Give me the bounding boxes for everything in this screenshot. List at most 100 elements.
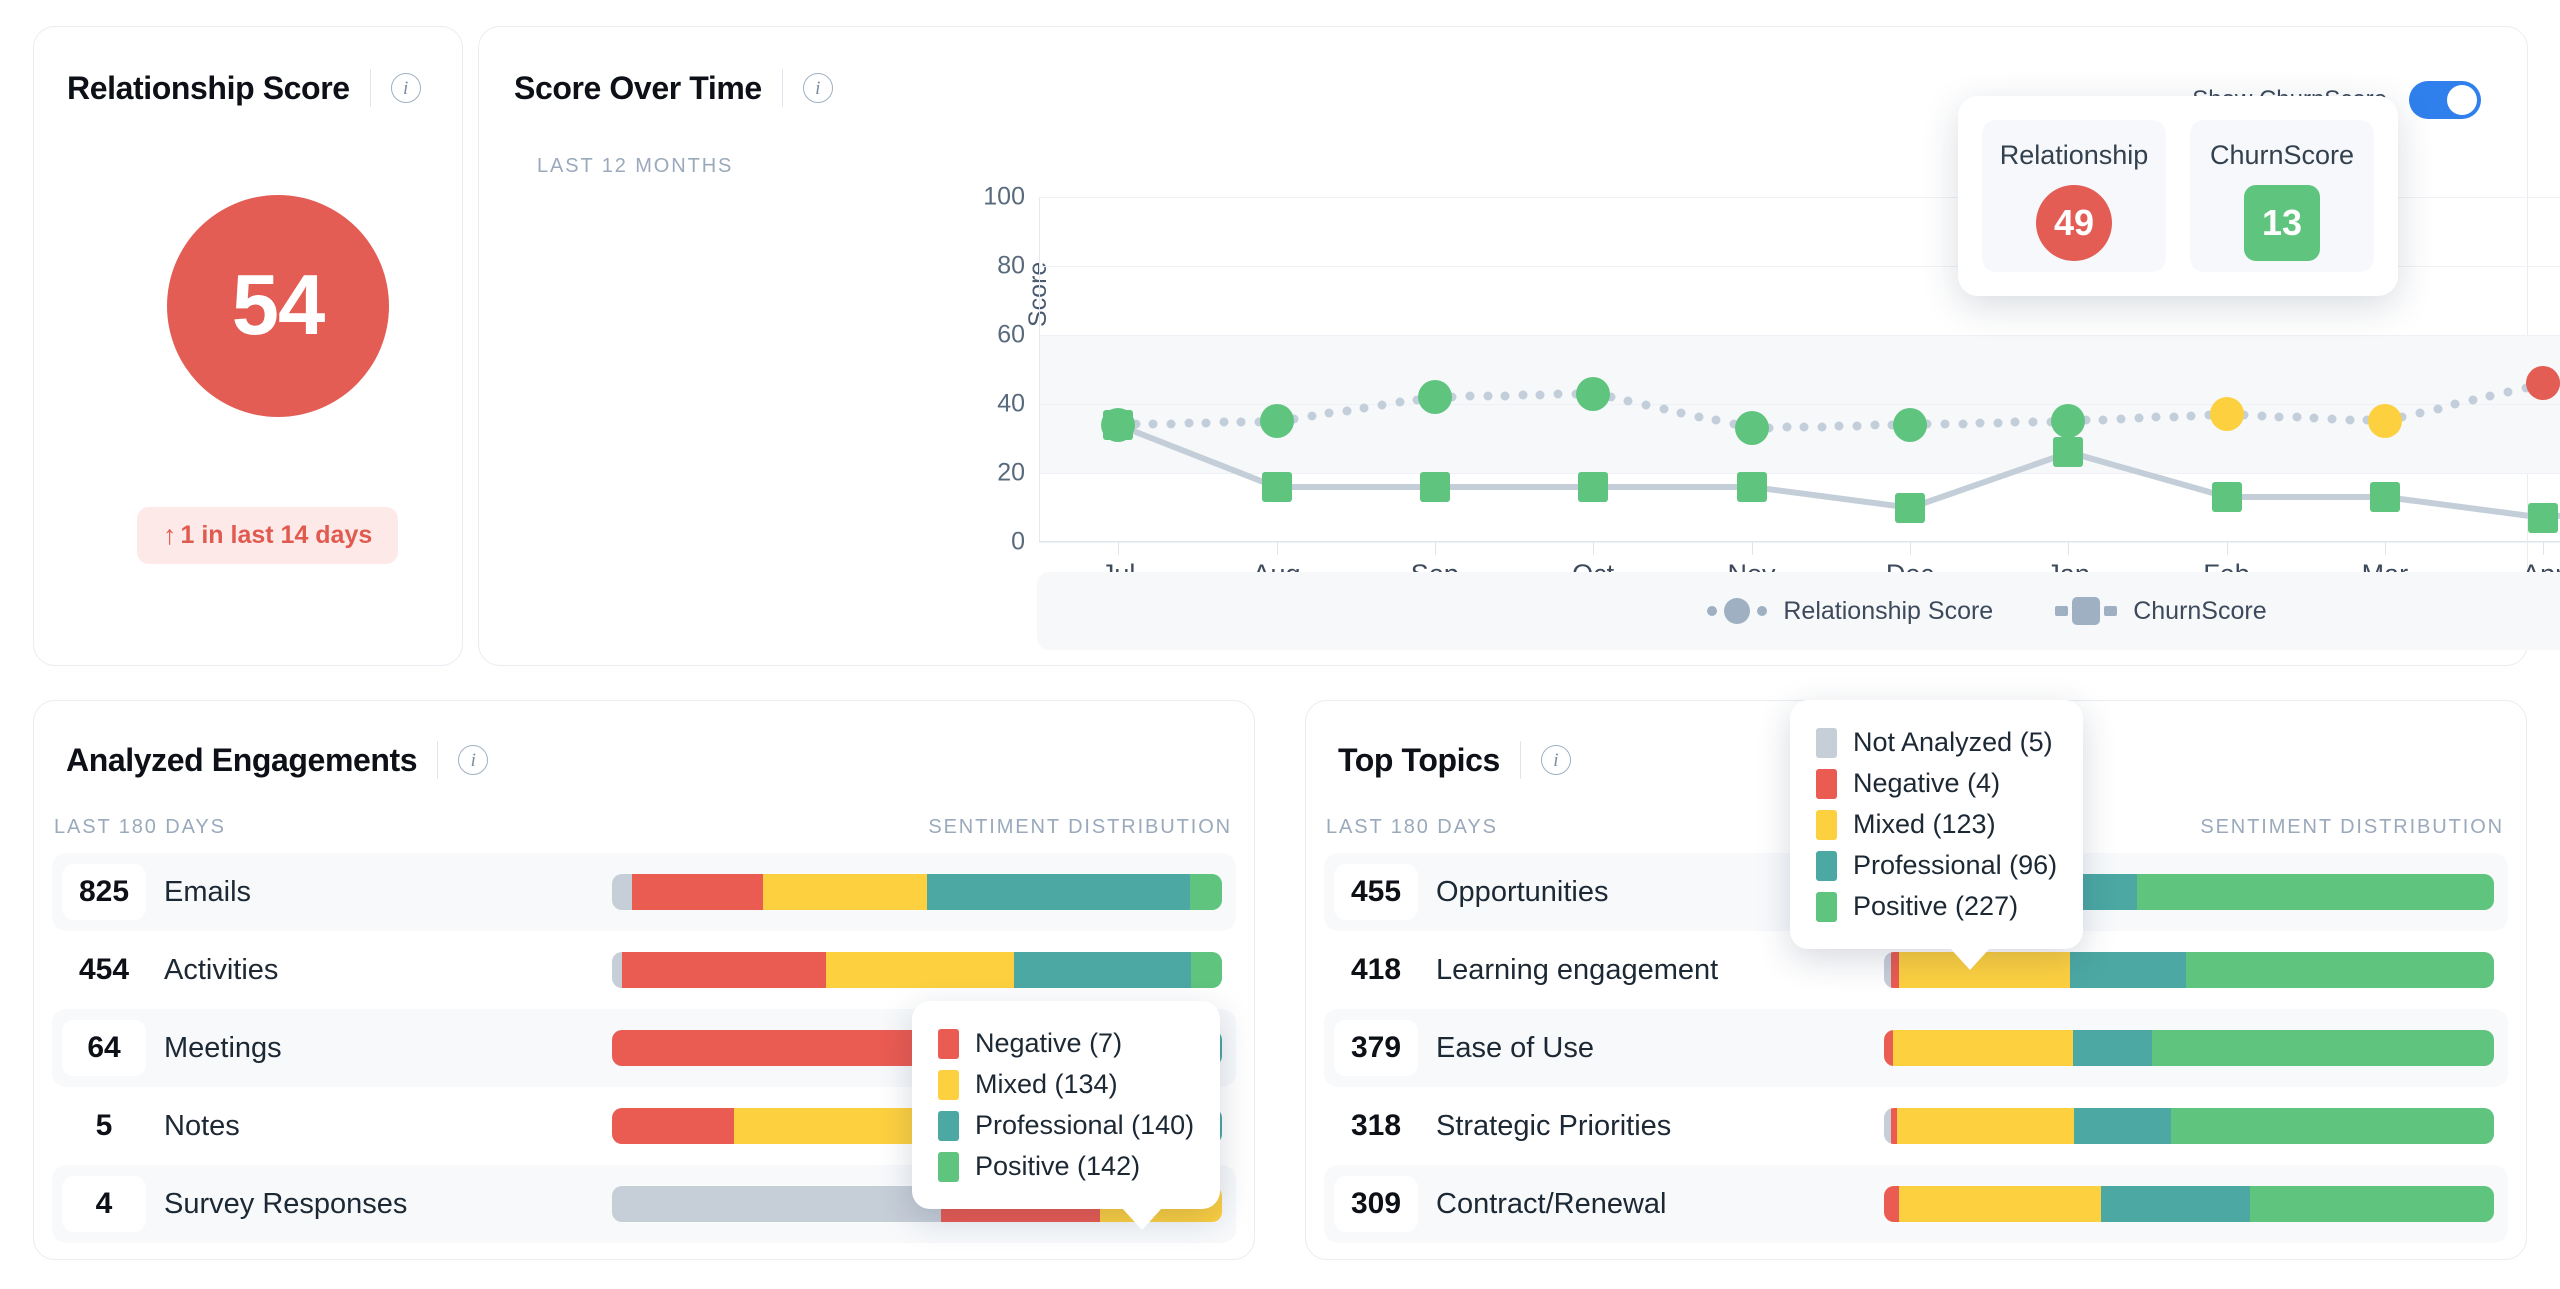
swatch-negative [938, 1028, 959, 1059]
churnscore-marker[interactable] [2211, 482, 2242, 513]
chart-x-tickmark [2226, 542, 2228, 555]
relationship-marker[interactable] [2051, 404, 2086, 439]
relationship-trail-dot [2292, 412, 2302, 422]
churnscore-marker[interactable] [1578, 471, 1609, 502]
churnscore-marker[interactable] [2369, 482, 2400, 513]
relationship-trail-dot [1201, 418, 1211, 428]
tooltip-legend-row: Negative (7) [938, 1023, 1194, 1064]
relationship-marker[interactable] [1892, 407, 1927, 442]
relationship-marker[interactable] [2209, 397, 2244, 432]
relationship-trail-dot [1307, 411, 1317, 421]
score-over-time-title: Score Over Time [514, 69, 762, 106]
row-label: Emails [164, 875, 252, 908]
tooltip-legend-label: Negative (7) [975, 1028, 1123, 1058]
list-item[interactable]: 379 Ease of Use [1324, 1009, 2508, 1087]
list-item[interactable]: 309 Contract/Renewal [1324, 1165, 2508, 1243]
info-icon[interactable]: i [390, 73, 421, 103]
sentiment-segment-positive [2137, 874, 2494, 910]
relationship-trail-dot [1131, 419, 1141, 429]
list-item[interactable]: 418 Learning engagement [1324, 931, 2508, 1009]
info-icon[interactable]: i [458, 745, 489, 775]
relationship-trail-dot [1958, 419, 1968, 429]
chart-gridline [1039, 197, 2560, 198]
divider [1519, 741, 1521, 779]
chart-gridline [1039, 542, 2560, 543]
chart-hover-tooltip: Relationship 49 ChurnScore 13 [1958, 96, 2398, 296]
relationship-marker[interactable] [2367, 404, 2402, 439]
tooltip-churnscore-label: ChurnScore [2209, 140, 2355, 170]
relationship-trail-dot [2081, 415, 2091, 425]
relationship-marker[interactable] [2526, 366, 2560, 401]
relationship-trail-dot [1184, 418, 1194, 428]
relationship-score-header: Relationship Score i [67, 69, 421, 107]
tooltip-legend-row: Mixed (134) [938, 1064, 1194, 1105]
relationship-trail-dot [2028, 417, 2038, 427]
row-count: 418 [1334, 942, 1418, 998]
relationship-trail-dot [1922, 419, 1932, 429]
list-item[interactable]: 454 Activities [52, 931, 1236, 1009]
list-item[interactable]: 825 Emails [52, 853, 1236, 931]
sentiment-bar[interactable] [1884, 1108, 2494, 1144]
show-churnscore-toggle[interactable] [2409, 81, 2481, 119]
relationship-trail-dot [1236, 417, 1246, 427]
swatch-negative [1816, 768, 1837, 799]
row-label: Learning engagement [1436, 953, 1719, 986]
tooltip-legend-row: Professional (96) [1816, 845, 2057, 886]
relationship-trail-dot [2468, 395, 2478, 405]
chart-x-tickmark [1593, 542, 1595, 555]
churnscore-marker[interactable] [1419, 471, 1450, 502]
sentiment-bar[interactable] [1884, 1186, 2494, 1222]
relationship-trail-dot [1659, 404, 1669, 414]
tooltip-relationship-value: 49 [2036, 185, 2112, 261]
legend-item-relationship[interactable]: Relationship Score [1707, 597, 1993, 626]
relationship-marker[interactable] [1417, 380, 1452, 415]
churnscore-line-segment [1434, 483, 1594, 490]
relationship-trail-dot [1553, 389, 1563, 399]
chart-x-tickmark [1751, 542, 1753, 555]
relationship-trail-dot [1782, 422, 1792, 432]
relationship-marker[interactable] [1576, 376, 1611, 411]
churnscore-marker[interactable] [1736, 471, 1767, 502]
sentiment-bar[interactable] [1884, 1030, 2494, 1066]
list-item[interactable]: 318 Strategic Priorities [1324, 1087, 2508, 1165]
churnscore-marker[interactable] [1261, 471, 1292, 502]
relationship-marker[interactable] [1259, 404, 1294, 439]
info-icon[interactable]: i [1540, 745, 1571, 775]
relationship-trail-dot [1219, 417, 1229, 427]
relationship-trail-dot [1412, 395, 1422, 405]
sentiment-bar[interactable] [1884, 952, 2494, 988]
sentiment-bar[interactable] [612, 874, 1222, 910]
swatch-mixed [1816, 809, 1837, 840]
row-label: Survey Responses [164, 1187, 408, 1220]
relationship-trail-dot [1641, 400, 1651, 410]
relationship-trail-dot [2116, 414, 2126, 424]
churnscore-line-segment [1593, 483, 1752, 490]
tooltip-legend-label: Professional (96) [1853, 850, 2058, 880]
churnscore-marker[interactable] [2528, 502, 2559, 533]
tooltip-legend-label: Mixed (134) [975, 1069, 1118, 1099]
relationship-trail-dot [1483, 391, 1493, 401]
relationship-trail-dot [1729, 419, 1739, 429]
relationship-marker[interactable] [1734, 411, 1769, 446]
relationship-marker[interactable] [1101, 407, 1136, 442]
sentiment-segment-not_analyzed [612, 874, 632, 910]
relationship-trail-dot [2186, 411, 2196, 421]
relationship-trail-dot [1500, 391, 1510, 401]
chart-y-tick: 60 [997, 320, 1025, 349]
relationship-trail-dot [1870, 420, 1880, 430]
info-icon[interactable]: i [802, 73, 833, 103]
top-topics-header: Top Topics i [1338, 741, 1571, 779]
legend-item-churnscore[interactable]: ChurnScore [2055, 597, 2267, 626]
relationship-trail-dot [1799, 422, 1809, 432]
tooltip-relationship-label: Relationship [1999, 140, 2149, 170]
row-label: Contract/Renewal [1436, 1187, 1667, 1220]
churnscore-line-segment [1751, 483, 1911, 511]
tooltip-legend-row: Negative (4) [1816, 763, 2057, 804]
churnscore-marker[interactable] [2053, 437, 2084, 468]
sentiment-segment-positive [2185, 952, 2494, 988]
relationship-trail-dot [2327, 414, 2337, 424]
sentiment-segment-mixed [1899, 1186, 2101, 1222]
churnscore-marker[interactable] [1894, 492, 1925, 523]
page-title: Relationship Score [67, 69, 350, 106]
sentiment-bar[interactable] [612, 952, 1222, 988]
